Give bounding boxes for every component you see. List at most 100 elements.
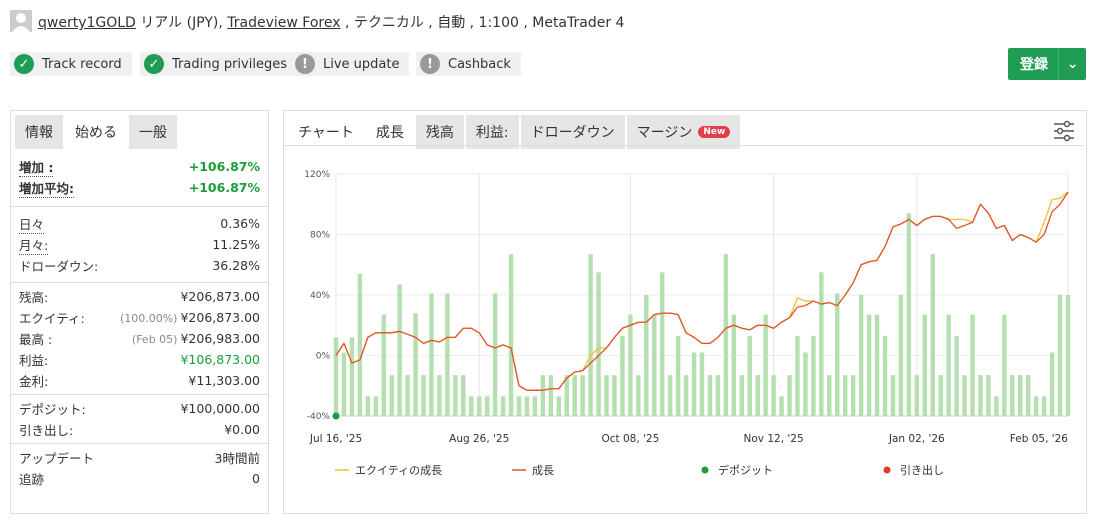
stat-value: ¥100,000.00 — [180, 401, 260, 416]
bar — [652, 314, 657, 416]
bar — [333, 337, 339, 416]
legend-label: デポジット — [718, 463, 773, 477]
bar — [811, 335, 816, 416]
bar — [835, 293, 840, 416]
badge: ! Live update — [291, 52, 410, 76]
stat-value: 3時間前 — [214, 451, 260, 466]
bar — [461, 375, 466, 416]
stat-value: 11.25% — [212, 237, 260, 252]
x-tick-label: Nov 12, '25 — [744, 433, 804, 445]
tab[interactable]: 残高 — [415, 115, 464, 149]
x-tick-label: Oct 08, '25 — [602, 433, 660, 445]
stat-value: 0.36% — [220, 216, 260, 231]
stat-label: 残高: — [19, 290, 49, 305]
stat-row: 日々 0.36% — [19, 213, 260, 234]
bar — [850, 375, 856, 416]
stats: 増加 : +106.87% 増加平均: +106.87% 日々 0.36% 月々: 11.25… — [11, 153, 268, 492]
badge-label: Track record — [42, 56, 122, 72]
account: リアル (JPY), — [140, 15, 223, 31]
y-tick-label: 120% — [304, 170, 330, 180]
bar — [620, 335, 625, 416]
badge: ✓ Trading privileges — [140, 52, 297, 76]
tab[interactable]: 利益: — [465, 115, 519, 149]
bar — [429, 293, 434, 416]
stat-label: 月々: — [19, 235, 49, 255]
stat-value-wrap: 11.25% — [212, 237, 260, 252]
settings-icon[interactable] — [1052, 119, 1076, 143]
stat-label: 利益: — [19, 353, 49, 368]
stat-value-wrap: +106.87% — [189, 180, 260, 195]
y-tick-label: 0% — [316, 352, 331, 362]
stat-value-wrap: 36.28% — [212, 258, 260, 273]
bar — [469, 396, 474, 416]
tab-label: ドローダウン — [530, 125, 615, 141]
bar — [930, 254, 935, 416]
tab[interactable]: マージン New — [626, 115, 741, 149]
stat-value-wrap: (100.00%) ¥206,873.00 — [120, 310, 260, 325]
stat-row: 利益: ¥106,873.00 — [19, 349, 260, 370]
stat-row: 最高 : (Feb 05) ¥206,983.00 — [19, 328, 260, 349]
bar — [373, 396, 378, 416]
register-button[interactable]: 登録 ⌄ — [1008, 48, 1086, 80]
x-tick-label: Feb 05, '26 — [1010, 433, 1069, 445]
series-point — [332, 412, 340, 420]
legend-swatch — [701, 466, 709, 474]
bar — [612, 375, 617, 416]
bar — [970, 314, 975, 416]
chart-panel: チャート 成長 残高 利益: ドローダウン マージン New — [283, 110, 1087, 514]
tab[interactable]: ドローダウン — [520, 115, 625, 149]
bar — [683, 375, 689, 416]
bar — [946, 314, 951, 416]
bar — [397, 284, 402, 416]
stat-value-wrap: ¥206,873.00 — [180, 289, 260, 304]
bar — [954, 335, 959, 416]
stat-label: エクイティ: — [19, 311, 85, 326]
stat-label: デポジット: — [19, 402, 86, 417]
tab[interactable]: 始める — [65, 115, 127, 149]
bar — [827, 375, 832, 416]
bar — [660, 272, 665, 416]
stat-value-wrap: 0.36% — [220, 216, 260, 231]
y-tick-label: -40% — [307, 412, 331, 422]
bar — [898, 295, 904, 416]
bar — [882, 335, 888, 416]
tab[interactable]: チャート — [288, 115, 364, 149]
bar — [644, 295, 649, 416]
stat-value-wrap: ¥11,303.00 — [188, 373, 260, 388]
bar — [914, 375, 920, 416]
badge-icon: ✓ — [144, 54, 164, 74]
bar — [405, 375, 410, 416]
stat-value-wrap: +106.87% — [189, 159, 260, 174]
stat-group: 日々 0.36% 月々: 11.25% ドローダウン: 36.28% — [11, 206, 268, 282]
user-link[interactable]: qwerty1GOLD — [38, 15, 136, 31]
tab[interactable]: 成長 — [365, 115, 414, 149]
bar — [413, 313, 418, 416]
stat-row: デポジット: ¥100,000.00 — [19, 398, 260, 419]
bar — [500, 396, 506, 416]
badge: ✓ Track record — [10, 52, 132, 76]
dropdown[interactable]: ⌄ — [1058, 48, 1086, 80]
bar — [628, 314, 633, 416]
header: qwerty1GOLD リアル (JPY), Tradeview Forex ,… — [38, 12, 624, 32]
bar — [381, 314, 386, 416]
stat-row: 金利: ¥11,303.00 — [19, 370, 260, 391]
badge-icon: ✓ — [14, 54, 34, 74]
legend-swatch — [883, 466, 891, 474]
tab-label: チャート — [298, 125, 354, 141]
stat-value: ¥206,983.00 — [180, 331, 260, 346]
bar — [1002, 314, 1007, 416]
stat-value: ¥206,873.00 — [180, 289, 260, 304]
stat-row: 増加 : +106.87% — [19, 156, 260, 177]
stat-value: 36.28% — [212, 258, 260, 273]
stat-row: 増加平均: +106.87% — [19, 177, 260, 198]
stat-value-wrap: 0 — [252, 471, 260, 486]
tab[interactable]: 情報 — [15, 115, 63, 149]
bar — [389, 375, 394, 416]
tab-label: 成長 — [375, 125, 404, 141]
bar — [477, 396, 482, 416]
stat-value: ¥106,873.00 — [180, 352, 260, 367]
broker-link[interactable]: Tradeview Forex — [227, 15, 341, 31]
tab[interactable]: 一般 — [129, 115, 177, 149]
bar — [604, 375, 609, 416]
stat-group: デポジット: ¥100,000.00 引き出し: ¥0.00 — [11, 394, 268, 443]
